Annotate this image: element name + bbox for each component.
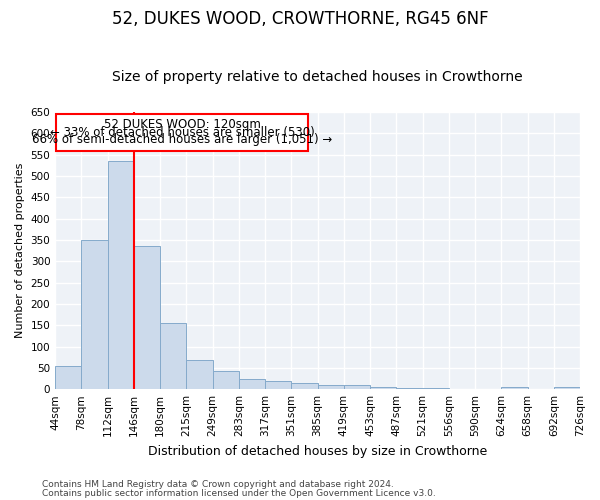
Bar (134, 246, 160, 389)
Text: 52, DUKES WOOD, CROWTHORNE, RG45 6NF: 52, DUKES WOOD, CROWTHORNE, RG45 6NF (112, 10, 488, 28)
Bar (292, 383, 317, 389)
Text: 66% of semi-detached houses are larger (1,051) →: 66% of semi-detached houses are larger (… (32, 134, 332, 146)
Bar (239, 378, 265, 389)
Bar (397, 388, 422, 389)
Title: Size of property relative to detached houses in Crowthorne: Size of property relative to detached ho… (112, 70, 523, 85)
Bar (317, 385, 344, 389)
Text: ← 33% of detached houses are smaller (530): ← 33% of detached houses are smaller (53… (50, 126, 315, 138)
Bar (55, 366, 82, 389)
Bar (554, 387, 580, 389)
Text: 52 DUKES WOOD: 120sqm: 52 DUKES WOOD: 120sqm (104, 118, 261, 130)
Bar (107, 161, 134, 389)
X-axis label: Distribution of detached houses by size in Crowthorne: Distribution of detached houses by size … (148, 444, 487, 458)
Bar (422, 388, 449, 389)
Text: Contains public sector information licensed under the Open Government Licence v3: Contains public sector information licen… (42, 489, 436, 498)
Bar (370, 387, 397, 389)
Bar (501, 386, 527, 389)
Bar (212, 372, 239, 389)
Text: Contains HM Land Registry data © Crown copyright and database right 2024.: Contains HM Land Registry data © Crown c… (42, 480, 394, 489)
Bar (160, 323, 187, 389)
Bar (82, 240, 107, 389)
Bar (187, 360, 212, 389)
Bar (265, 380, 292, 389)
Bar (56, 114, 308, 152)
Bar (344, 385, 370, 389)
Y-axis label: Number of detached properties: Number of detached properties (15, 163, 25, 338)
